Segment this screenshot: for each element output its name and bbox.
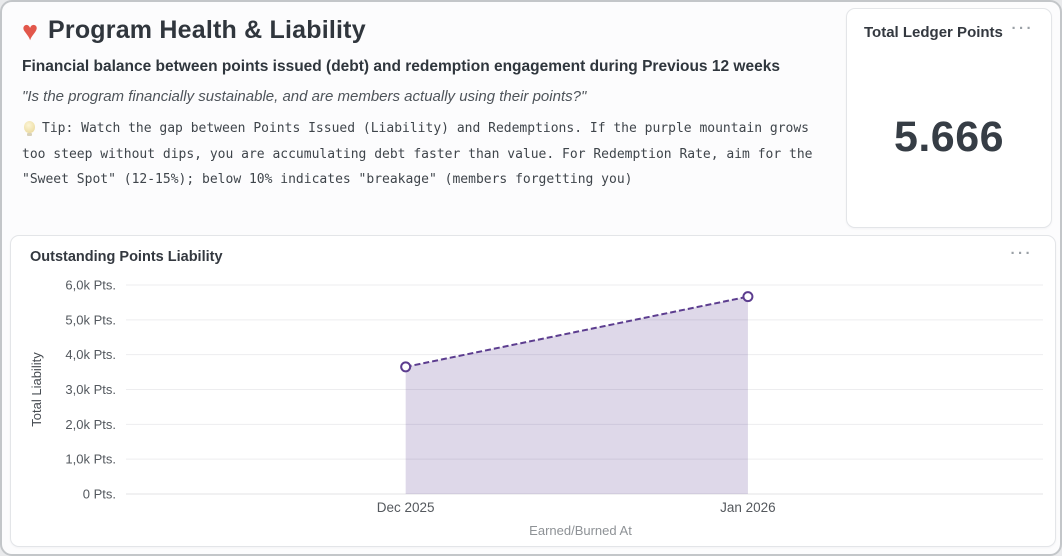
svg-text:0 Pts.: 0 Pts. bbox=[83, 487, 116, 502]
tip-text: Tip: Watch the gap between Points Issued… bbox=[22, 116, 837, 193]
svg-text:Earned/Burned At: Earned/Burned At bbox=[529, 523, 632, 538]
heart-icon: ♥ bbox=[22, 16, 39, 46]
total-ledger-points-value: 5.666 bbox=[893, 113, 1005, 161]
svg-text:6,0k Pts.: 6,0k Pts. bbox=[65, 278, 116, 293]
chart-card-title: Outstanding Points Liability bbox=[30, 249, 223, 265]
page-title: Program Health & Liability bbox=[48, 16, 366, 44]
svg-text:Total Liability: Total Liability bbox=[29, 352, 44, 427]
page-subtitle: Financial balance between points issued … bbox=[22, 58, 780, 75]
svg-text:5,0k Pts.: 5,0k Pts. bbox=[65, 312, 116, 327]
lightbulb-icon bbox=[24, 121, 35, 136]
tip-text-body: Tip: Watch the gap between Points Issued… bbox=[22, 121, 813, 187]
svg-text:1,0k Pts.: 1,0k Pts. bbox=[65, 452, 116, 467]
total-ledger-points-card: Total Ledger Points ··· 5.666 bbox=[846, 8, 1052, 228]
svg-text:3,0k Pts.: 3,0k Pts. bbox=[65, 382, 116, 397]
svg-text:4,0k Pts.: 4,0k Pts. bbox=[65, 347, 116, 362]
liability-area-chart[interactable]: 0 Pts. 1,0k Pts. 2,0k Pts. 3,0k Pts. 4,0k Pt… bbox=[11, 272, 1057, 544]
dashboard-header: ♥ Program Health & Liability Financial b… bbox=[22, 16, 837, 193]
chart-card-menu-button[interactable]: ··· bbox=[1010, 245, 1033, 262]
svg-text:Jan 2026: Jan 2026 bbox=[720, 500, 776, 515]
ledger-card-menu-button[interactable]: ··· bbox=[1011, 20, 1034, 37]
ledger-card-title: Total Ledger Points bbox=[864, 24, 1003, 41]
title-row: ♥ Program Health & Liability bbox=[22, 16, 837, 45]
svg-text:2,0k Pts.: 2,0k Pts. bbox=[65, 417, 116, 432]
outstanding-liability-card: Outstanding Points Liability ··· 0 Pts. 1… bbox=[10, 235, 1056, 547]
guiding-question: "Is the program financially sustainable,… bbox=[22, 88, 587, 105]
svg-text:Dec 2025: Dec 2025 bbox=[377, 500, 435, 515]
